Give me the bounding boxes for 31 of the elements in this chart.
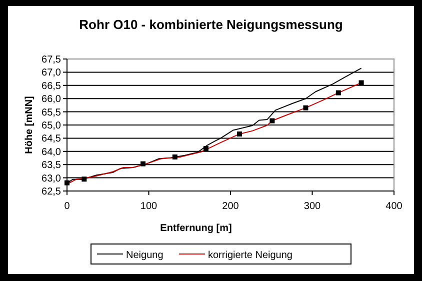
point xyxy=(270,118,275,124)
y-tick-label: 66,5 xyxy=(42,80,62,92)
x-tick-label: 300 xyxy=(304,201,322,212)
point xyxy=(140,161,146,166)
y-tick-label: 63,0 xyxy=(42,173,62,184)
x-axis-title: Entfernung [m] xyxy=(160,223,232,234)
point xyxy=(336,90,341,96)
y-tick-label: 67,5 xyxy=(42,54,62,66)
y-tick-label: 67,0 xyxy=(42,68,62,79)
y-tick-label: 66,0 xyxy=(42,94,62,106)
point xyxy=(64,180,70,186)
chart-title: Rohr O10 - kombinierte Neigungsmessung xyxy=(79,17,343,32)
y-axis-title: Höhe [mNN] xyxy=(24,96,35,154)
x-tick-label: 400 xyxy=(386,201,403,212)
point xyxy=(203,146,208,151)
y-tick-label: 63,5 xyxy=(42,160,62,172)
point xyxy=(236,131,242,136)
y-tick-label: 62,5 xyxy=(42,186,62,198)
point xyxy=(82,176,87,182)
point xyxy=(172,154,178,160)
x-tick-label: 0 xyxy=(64,201,70,212)
y-tick-label: 64,0 xyxy=(42,146,62,158)
y-tick-label: 64,5 xyxy=(42,134,62,145)
point xyxy=(303,105,308,110)
x-tick-label: 200 xyxy=(222,201,240,212)
y-tick-label: 65,0 xyxy=(42,120,62,132)
legend-label: Neigung xyxy=(126,250,164,261)
x-tick-label: 100 xyxy=(140,201,158,212)
y-tick-label: 65,5 xyxy=(42,107,62,118)
legend-label: korrigierte Neigung xyxy=(208,250,292,261)
point xyxy=(358,80,364,86)
